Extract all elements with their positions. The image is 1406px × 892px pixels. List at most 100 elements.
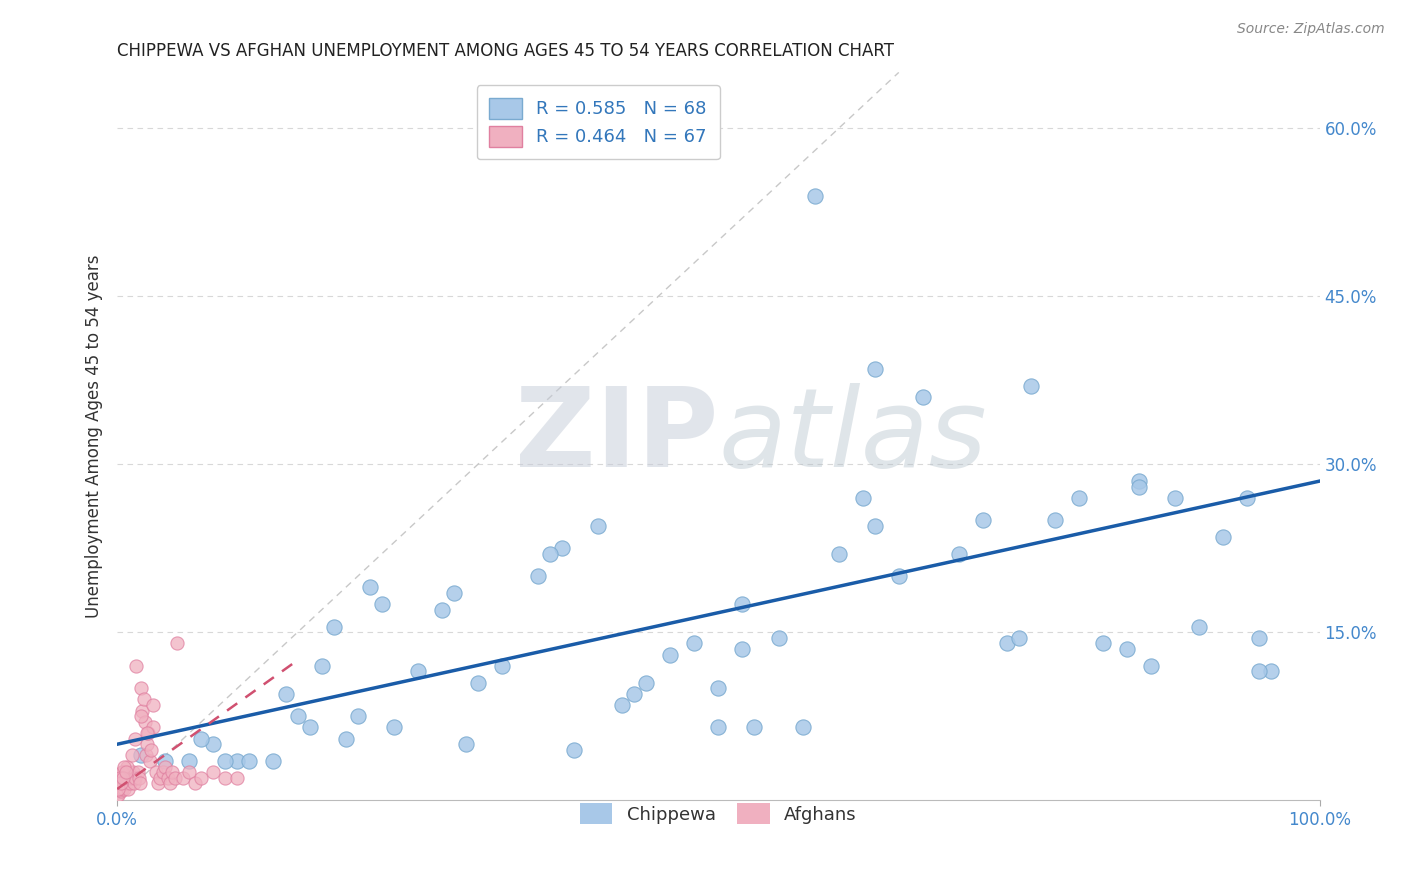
Point — [707, 681, 730, 696]
Point — [467, 675, 489, 690]
Point — [382, 721, 405, 735]
Point — [1260, 665, 1282, 679]
Point — [105, 788, 128, 802]
Point — [121, 771, 143, 785]
Point — [190, 731, 212, 746]
Point — [744, 721, 766, 735]
Point — [112, 782, 135, 797]
Point — [112, 759, 135, 773]
Text: CHIPPEWA VS AFGHAN UNEMPLOYMENT AMONG AGES 45 TO 54 YEARS CORRELATION CHART: CHIPPEWA VS AFGHAN UNEMPLOYMENT AMONG AG… — [117, 42, 894, 60]
Point — [659, 648, 682, 662]
Point — [162, 765, 184, 780]
Point — [731, 597, 754, 611]
Point — [287, 709, 309, 723]
Point — [135, 748, 157, 763]
Point — [707, 721, 730, 735]
Point — [226, 771, 249, 785]
Point — [163, 771, 186, 785]
Point — [1043, 513, 1066, 527]
Point — [115, 776, 138, 790]
Point — [346, 709, 368, 723]
Point — [112, 765, 135, 780]
Point — [768, 631, 790, 645]
Point — [636, 675, 658, 690]
Point — [166, 636, 188, 650]
Point — [731, 642, 754, 657]
Point — [122, 776, 145, 790]
Point — [948, 547, 970, 561]
Text: ZIP: ZIP — [515, 383, 718, 490]
Point — [108, 771, 131, 785]
Point — [454, 737, 477, 751]
Point — [226, 754, 249, 768]
Point — [214, 754, 236, 768]
Point — [792, 721, 814, 735]
Point — [127, 765, 149, 780]
Point — [586, 519, 609, 533]
Point — [1164, 491, 1187, 505]
Point — [139, 743, 162, 757]
Point — [1188, 620, 1211, 634]
Point — [322, 620, 344, 634]
Text: atlas: atlas — [718, 383, 987, 490]
Point — [612, 698, 634, 712]
Text: Source: ZipAtlas.com: Source: ZipAtlas.com — [1237, 22, 1385, 37]
Point — [852, 491, 875, 505]
Point — [803, 188, 825, 202]
Point — [238, 754, 260, 768]
Point — [114, 771, 136, 785]
Point — [274, 687, 297, 701]
Point — [136, 726, 159, 740]
Y-axis label: Unemployment Among Ages 45 to 54 years: Unemployment Among Ages 45 to 54 years — [86, 254, 103, 618]
Point — [1212, 530, 1234, 544]
Point — [121, 765, 143, 780]
Point — [128, 771, 150, 785]
Point — [1067, 491, 1090, 505]
Point — [111, 771, 134, 785]
Point — [108, 771, 131, 785]
Point — [152, 765, 174, 780]
Point — [1249, 665, 1271, 679]
Point — [136, 737, 159, 751]
Point — [142, 721, 165, 735]
Point — [132, 692, 155, 706]
Point — [406, 665, 429, 679]
Legend: Chippewa, Afghans: Chippewa, Afghans — [569, 792, 868, 835]
Point — [105, 782, 128, 797]
Point — [527, 569, 550, 583]
Point — [120, 776, 142, 790]
Point — [202, 737, 225, 751]
Point — [335, 731, 357, 746]
Point — [443, 586, 465, 600]
Point — [359, 581, 381, 595]
Point — [155, 754, 177, 768]
Point — [107, 788, 129, 802]
Point — [129, 681, 152, 696]
Point — [172, 771, 194, 785]
Point — [112, 771, 135, 785]
Point — [110, 784, 132, 798]
Point — [179, 754, 201, 768]
Point — [115, 759, 138, 773]
Point — [298, 721, 321, 735]
Point — [972, 513, 994, 527]
Point — [1008, 631, 1031, 645]
Point — [142, 698, 165, 712]
Point — [111, 782, 134, 797]
Point — [129, 748, 152, 763]
Point — [114, 765, 136, 780]
Point — [551, 541, 574, 556]
Point — [311, 658, 333, 673]
Point — [118, 771, 141, 785]
Point — [146, 776, 169, 790]
Point — [1249, 631, 1271, 645]
Point — [911, 390, 934, 404]
Point — [110, 776, 132, 790]
Point — [112, 776, 135, 790]
Point — [887, 569, 910, 583]
Point — [138, 726, 160, 740]
Point — [683, 636, 706, 650]
Point — [118, 765, 141, 780]
Point — [155, 759, 177, 773]
Point — [190, 771, 212, 785]
